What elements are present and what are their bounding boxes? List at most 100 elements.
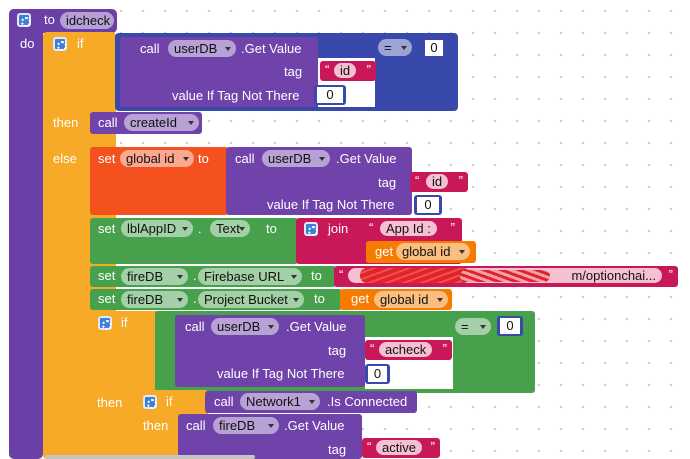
quote-open: “ bbox=[367, 439, 372, 454]
block-label: if bbox=[121, 315, 128, 330]
mutator-gear[interactable] bbox=[17, 13, 31, 27]
text-block: “ id ” bbox=[410, 172, 468, 192]
block-label: set bbox=[98, 221, 116, 236]
text-value: id bbox=[426, 174, 449, 189]
number-block: 0 bbox=[497, 316, 523, 336]
field-text: lblAppID bbox=[127, 221, 177, 236]
dropdown-field[interactable]: Firebase URL bbox=[198, 268, 302, 285]
mutator-gear[interactable] bbox=[143, 395, 157, 409]
dropdown-field[interactable]: global id bbox=[374, 291, 448, 308]
quote-open: “ bbox=[369, 220, 374, 235]
dropdown-arrow bbox=[188, 121, 194, 125]
quote-close: ” bbox=[668, 267, 673, 282]
block-label: .Get Value bbox=[286, 319, 347, 334]
text-value: active bbox=[376, 440, 422, 455]
dropdown-field[interactable]: fireDB bbox=[121, 291, 188, 308]
block-label: tag bbox=[284, 64, 303, 79]
dropdown-field[interactable]: userDB bbox=[211, 318, 279, 335]
block-label: else bbox=[53, 151, 77, 166]
number-value: 0 bbox=[368, 366, 387, 382]
block-label: if bbox=[77, 36, 84, 51]
dropdown-field[interactable]: createId bbox=[124, 114, 199, 131]
block-label: get bbox=[351, 291, 370, 306]
dropdown-field[interactable]: = bbox=[378, 39, 412, 56]
dropdown-arrow bbox=[459, 250, 465, 254]
block-label: value If Tag Not There bbox=[217, 366, 345, 381]
block-label: set bbox=[98, 291, 116, 306]
block-label: .Get Value bbox=[284, 418, 345, 433]
block-label: to bbox=[266, 221, 277, 236]
quote-open: “ bbox=[415, 173, 420, 188]
horizontal-scrollbar[interactable] bbox=[45, 455, 255, 459]
dropdown-arrow bbox=[437, 298, 443, 302]
text-value: App Id : bbox=[380, 221, 437, 236]
redaction-scribble bbox=[360, 268, 470, 283]
block-label: to bbox=[198, 151, 209, 166]
block-label: tag bbox=[328, 343, 347, 358]
number-value: 0 bbox=[317, 87, 343, 103]
dropdown-field[interactable]: userDB bbox=[168, 40, 236, 57]
block-label: join bbox=[328, 221, 349, 236]
block-label: get bbox=[375, 244, 394, 259]
dropdown-arrow bbox=[309, 400, 315, 404]
quote-close: ” bbox=[458, 173, 463, 188]
dropdown-field[interactable]: Project Bucket bbox=[198, 291, 304, 308]
field-text: = bbox=[461, 319, 469, 334]
text-block: “ id ” bbox=[320, 61, 376, 81]
mutator-gear[interactable] bbox=[98, 316, 112, 330]
dropdown-arrow bbox=[268, 325, 274, 329]
mutator-gear[interactable] bbox=[53, 37, 67, 51]
block-label: then bbox=[53, 115, 79, 130]
quote-open: “ bbox=[339, 267, 344, 282]
block-label: tag bbox=[328, 442, 347, 457]
number-value: 0 bbox=[500, 318, 520, 334]
block-label: . bbox=[193, 291, 197, 306]
field-text: userDB bbox=[268, 151, 312, 166]
redaction-scribble bbox=[460, 270, 550, 282]
number-block: 0 bbox=[365, 364, 390, 384]
field-text: userDB bbox=[217, 319, 261, 334]
field-text: Network1 bbox=[246, 394, 301, 409]
dropdown-arrow bbox=[291, 275, 297, 279]
dropdown-field[interactable]: fireDB bbox=[213, 417, 279, 434]
quote-close: ” bbox=[442, 341, 447, 356]
dropdown-arrow bbox=[177, 275, 183, 279]
dropdown-field[interactable]: global id bbox=[120, 150, 194, 167]
block-label: if bbox=[166, 394, 173, 409]
number-block: 0 bbox=[314, 85, 346, 105]
dropdown-field[interactable]: Text bbox=[210, 220, 250, 237]
block-label: call bbox=[98, 115, 118, 130]
field-text: global id bbox=[402, 244, 451, 259]
block-label: do bbox=[20, 36, 35, 51]
number-block: 0 bbox=[422, 38, 446, 58]
dropdown-arrow bbox=[183, 157, 189, 161]
dropdown-field[interactable]: Network1 bbox=[240, 393, 320, 410]
dropdown-arrow bbox=[401, 46, 407, 50]
quote-open: “ bbox=[325, 62, 330, 77]
block-label: then bbox=[97, 395, 123, 410]
mutator-gear[interactable] bbox=[304, 222, 318, 236]
name-field: idcheck bbox=[60, 12, 114, 29]
block-label: set bbox=[98, 151, 116, 166]
dropdown-field[interactable]: global id bbox=[396, 243, 470, 260]
dropdown-arrow bbox=[177, 298, 183, 302]
block-label: set bbox=[98, 268, 116, 283]
dropdown-arrow bbox=[293, 298, 299, 302]
block-label: call bbox=[235, 151, 255, 166]
dropdown-field[interactable]: = bbox=[455, 318, 491, 335]
quote-open: “ bbox=[370, 341, 375, 356]
block-label: value If Tag Not There bbox=[172, 88, 300, 103]
dropdown-field[interactable]: userDB bbox=[262, 150, 330, 167]
dropdown-arrow bbox=[268, 424, 274, 428]
block-label: then bbox=[143, 418, 169, 433]
block-label: tag bbox=[378, 175, 397, 190]
text-block: “ active ” bbox=[362, 438, 440, 458]
block-label: . bbox=[193, 268, 197, 283]
block-label: .Get Value bbox=[241, 41, 302, 56]
dropdown-arrow bbox=[239, 227, 245, 231]
block-label: call bbox=[140, 41, 160, 56]
dropdown-arrow bbox=[319, 157, 325, 161]
dropdown-field[interactable]: fireDB bbox=[121, 268, 188, 285]
dropdown-field[interactable]: lblAppID bbox=[121, 220, 193, 237]
